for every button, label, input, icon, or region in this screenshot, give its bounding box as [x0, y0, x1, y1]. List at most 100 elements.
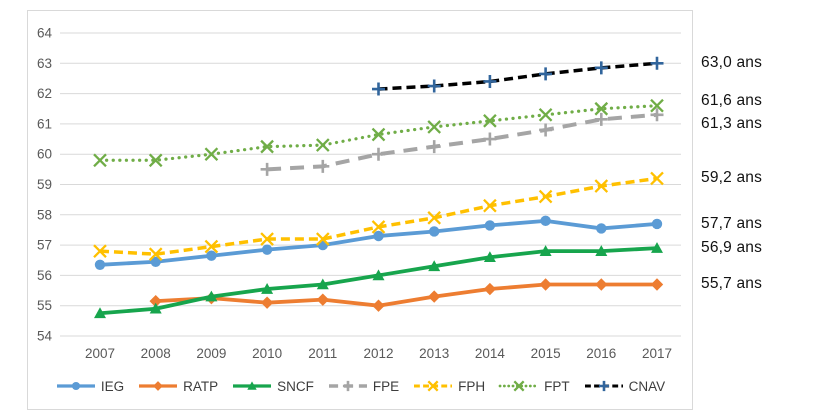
marker-SNCF-2014	[483, 251, 496, 263]
series-CNAV	[372, 56, 664, 96]
legend-item-FPH: FPH	[412, 378, 485, 394]
legend-label-RATP: RATP	[183, 378, 219, 394]
x-tick-2008: 2008	[141, 346, 171, 361]
y-tick-58: 58	[37, 207, 52, 222]
y-tick-54: 54	[37, 329, 53, 344]
legend-sample-FPT	[498, 380, 540, 392]
x-tick-2016: 2016	[586, 346, 616, 361]
series-FPE	[260, 108, 664, 176]
y-tick-59: 59	[37, 177, 52, 192]
marker-FPE-2014	[483, 132, 497, 146]
legend-label-FPT: FPT	[544, 378, 570, 394]
marker-FPE-2015	[539, 123, 553, 137]
series-line-CNAV	[378, 61, 658, 91]
legend-sample-IEG	[56, 381, 95, 391]
marker-CNAV-2017	[650, 56, 664, 70]
series-RATP	[149, 278, 664, 312]
legend-item-RATP: RATP	[137, 378, 218, 394]
marker-FPT-2011	[315, 138, 330, 152]
x-tick-2017: 2017	[642, 346, 672, 361]
marker-FPE-2011	[316, 159, 330, 173]
marker-FPE-2010	[260, 162, 274, 176]
marker-RATP-2016	[595, 278, 608, 291]
marker-FPE-2016	[594, 112, 608, 126]
marker-FPH-2014	[483, 198, 497, 213]
legend-label-SNCF: SNCF	[277, 378, 314, 394]
marker-IEG-2016	[596, 223, 607, 234]
y-tick-61: 61	[37, 116, 52, 131]
marker-IEG-2007	[94, 259, 106, 270]
x-tick-2007: 2007	[85, 346, 115, 361]
marker-FPT-2007	[93, 153, 107, 168]
series-line-FPT	[98, 104, 659, 162]
marker-SNCF-2013	[428, 260, 441, 272]
marker-FPH-2015	[538, 189, 553, 204]
legend-item-SNCF: SNCF	[231, 378, 314, 394]
marker-SNCF-2012	[372, 269, 385, 281]
series-SNCF	[94, 242, 663, 319]
legend-item-FPT: FPT	[498, 378, 570, 394]
legend-label-CNAV: CNAV	[628, 378, 666, 394]
marker-RATP-2017	[650, 278, 664, 291]
marker-SNCF-2010	[261, 283, 274, 294]
legend-sample-RATP	[139, 381, 178, 391]
marker-FPE-2017	[650, 108, 664, 122]
legend-sample-FPE	[328, 380, 367, 392]
marker-IEG-2012	[373, 230, 384, 242]
marker-SNCF-2017	[651, 242, 663, 253]
legend-label-IEG: IEG	[100, 378, 125, 394]
marker-FPT-2008	[148, 153, 163, 168]
series-line-RATP	[155, 282, 657, 308]
marker-RATP-2012	[372, 299, 385, 312]
y-tick-56: 56	[37, 268, 52, 283]
marker-CNAV-2013	[427, 79, 441, 93]
x-tick-2014: 2014	[475, 346, 506, 361]
legend-label-FPH: FPH	[458, 378, 486, 394]
marker-FPH-2009	[204, 239, 219, 254]
legend-sample-SNCF	[233, 381, 272, 390]
y-tick-62: 62	[37, 86, 52, 101]
marker-IEG-2010	[261, 244, 273, 255]
marker-FPT-2014	[483, 114, 497, 128]
marker-FPT-2017	[650, 98, 664, 113]
y-tick-63: 63	[37, 56, 52, 71]
marker-IEG-2013	[429, 226, 440, 237]
marker-FPT-2013	[427, 120, 442, 134]
marker-FPH-2008	[148, 247, 163, 262]
marker-CNAV-2016	[594, 61, 608, 75]
x-tick-2011: 2011	[308, 346, 337, 361]
marker-FPT-2015	[538, 107, 553, 122]
marker-FPH-2010	[260, 232, 274, 246]
marker-SNCF-2008	[149, 302, 162, 314]
legend-item-FPE: FPE	[327, 378, 399, 394]
marker-FPH-2012	[371, 220, 386, 234]
x-tick-2015: 2015	[531, 346, 561, 361]
marker-FPT-2016	[594, 101, 609, 116]
x-tick-2010: 2010	[252, 346, 282, 361]
x-tick-2013: 2013	[419, 346, 449, 361]
series-IEG	[94, 215, 663, 270]
marker-RATP-2015	[539, 278, 552, 291]
series-line-FPE	[266, 112, 658, 172]
marker-FPT-2012	[371, 127, 386, 142]
marker-FPE-2012	[372, 147, 385, 161]
marker-FPH-2016	[594, 179, 609, 193]
y-tick-57: 57	[37, 238, 52, 253]
chart-frame-border	[27, 10, 693, 410]
marker-FPH-2007	[93, 244, 107, 258]
marker-RATP-2011	[316, 293, 329, 306]
legend-item-CNAV: CNAV	[583, 378, 666, 394]
series-FPH	[93, 171, 664, 262]
marker-IEG-2014	[484, 220, 496, 231]
marker-RATP-2010	[260, 296, 274, 309]
chart-legend: IEG RATP SNCF FPE FPH FPT CNAV	[27, 371, 693, 401]
marker-IEG-2017	[651, 218, 663, 230]
y-tick-60: 60	[37, 147, 52, 162]
legend-label-FPE: FPE	[372, 378, 400, 394]
marker-RATP-2013	[428, 290, 441, 303]
marker-FPH-2017	[650, 171, 664, 186]
series-line-FPH	[99, 176, 658, 256]
marker-SNCF-2009	[205, 290, 218, 302]
